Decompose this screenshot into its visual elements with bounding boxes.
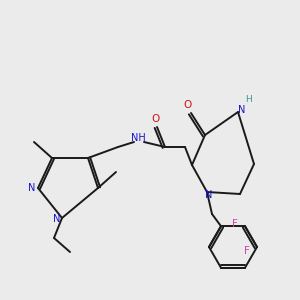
Text: N: N xyxy=(53,214,61,224)
Text: N: N xyxy=(238,105,246,115)
Text: O: O xyxy=(183,100,191,110)
Text: NH: NH xyxy=(130,133,146,143)
Text: N: N xyxy=(205,190,213,200)
Text: N: N xyxy=(28,183,36,193)
Text: H: H xyxy=(244,95,251,104)
Text: O: O xyxy=(151,114,159,124)
Text: F: F xyxy=(232,219,238,229)
Text: F: F xyxy=(244,246,250,256)
